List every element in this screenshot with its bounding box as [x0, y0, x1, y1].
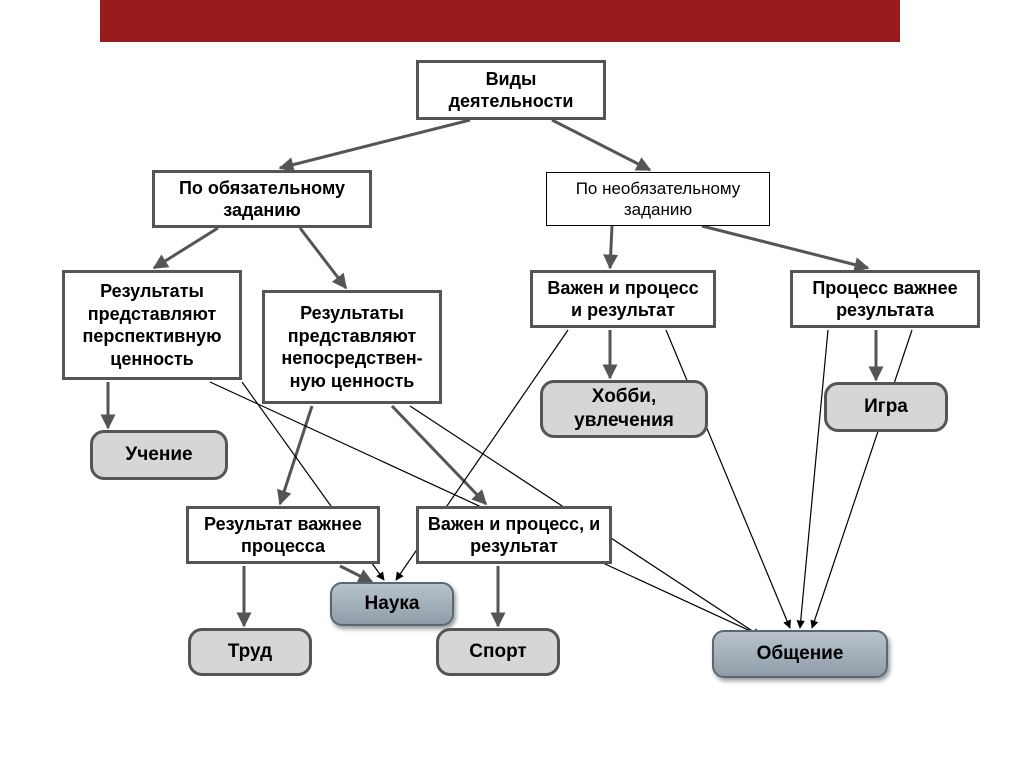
leaf-trud: Труд: [188, 628, 312, 676]
header-bar: [100, 0, 900, 42]
node-label: Процесс важнее результата: [801, 277, 969, 322]
node-label: Важен и процесс, и результат: [427, 513, 601, 558]
leaf-hobby: Хобби, увлечения: [540, 380, 708, 438]
node-label: Виды деятельности: [427, 68, 595, 113]
node-perspective: Результаты представляют перспективную це…: [62, 270, 242, 380]
node-label: Наука: [365, 592, 420, 616]
node-process-result2: Важен и процесс, и результат: [416, 506, 612, 564]
leaf-nauka: Наука: [330, 582, 454, 626]
node-label: Игра: [864, 395, 908, 419]
node-root: Виды деятельности: [416, 60, 606, 120]
node-label: Результат важнее процесса: [197, 513, 369, 558]
node-immediate: Результаты представляют непосредствен­ну…: [262, 290, 442, 404]
node-process-result: Важен и процесс и результат: [530, 270, 716, 328]
node-obligatory: По обязательному заданию: [152, 170, 372, 228]
node-result-more: Результат важнее процесса: [186, 506, 380, 564]
node-label: По необязательному заданию: [555, 178, 761, 221]
node-label: Общение: [757, 642, 844, 666]
node-label: Важен и процесс и результат: [541, 277, 705, 322]
node-optional: По необязательному заданию: [546, 172, 770, 226]
leaf-uchenie: Учение: [90, 430, 228, 480]
node-label: Труд: [228, 640, 272, 664]
node-label: По обязательному заданию: [163, 177, 361, 222]
leaf-obshenie: Общение: [712, 630, 888, 678]
leaf-sport: Спорт: [436, 628, 560, 676]
node-label: Хобби, увлечения: [551, 385, 697, 433]
node-label: Спорт: [469, 640, 526, 664]
node-process-more: Процесс важнее результата: [790, 270, 980, 328]
node-label: Учение: [125, 443, 192, 467]
node-label: Результаты представляют непосредствен­ну…: [273, 302, 431, 392]
node-label: Результаты представляют перспективную це…: [73, 280, 231, 370]
leaf-igra: Игра: [824, 382, 948, 432]
